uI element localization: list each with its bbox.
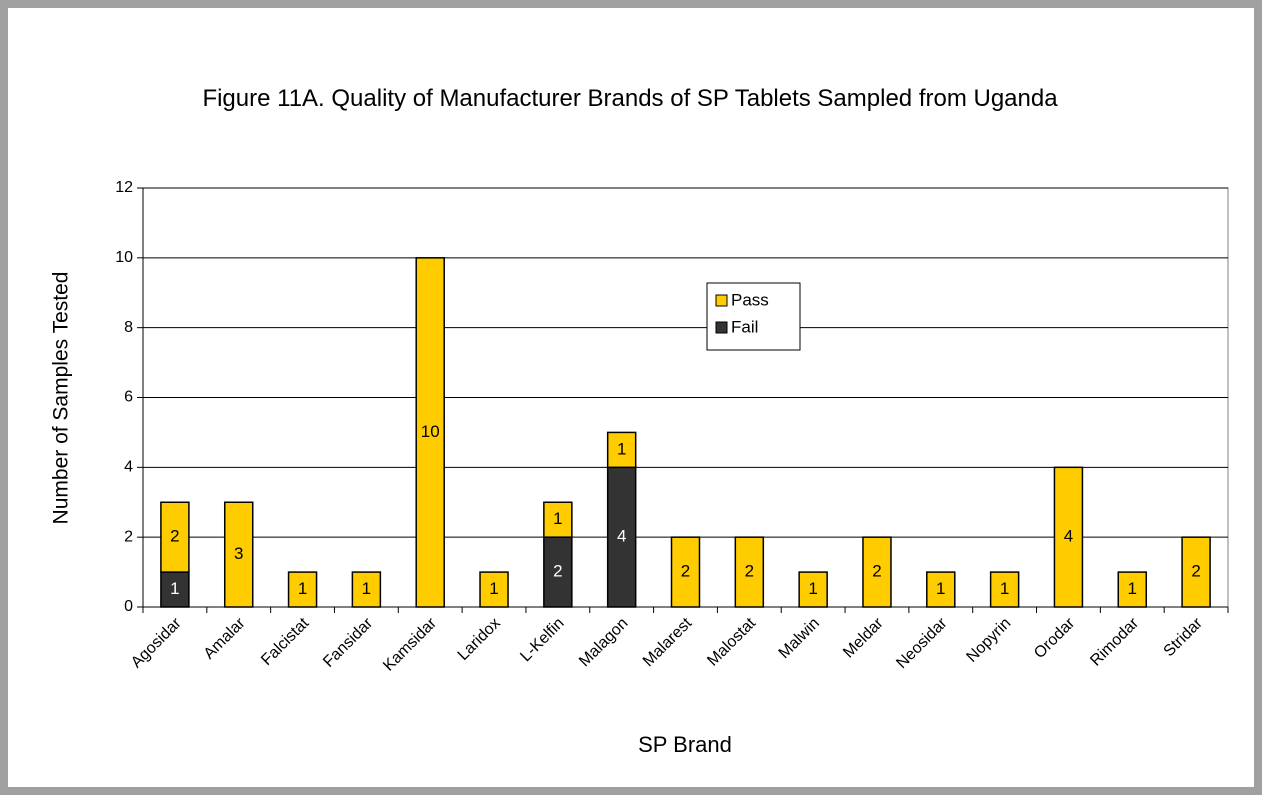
chart-title: Figure 11A. Quality of Manufacturer Bran…: [202, 85, 1058, 112]
legend-swatch: [715, 321, 728, 334]
x-tick-label: Falcistat: [258, 614, 313, 669]
bar-segment: [1053, 466, 1084, 608]
bar-segment: [862, 536, 892, 608]
bar-segment: [606, 431, 637, 469]
legend-label: Fail: [731, 317, 758, 336]
bar-segment: [415, 257, 445, 608]
x-tick-label: Orodar: [1031, 614, 1079, 662]
bar-segment: [734, 536, 765, 608]
data-label: 1: [553, 509, 562, 528]
bar-segment: [479, 571, 509, 608]
data-label: 4: [1064, 527, 1073, 546]
bar-segment: [926, 571, 956, 608]
data-label: 1: [170, 579, 179, 598]
legend-swatch: [715, 294, 728, 307]
data-label: 10: [421, 422, 440, 441]
x-tick-label: Meldar: [840, 614, 887, 661]
data-label: 1: [617, 439, 626, 458]
data-label: 1: [808, 579, 817, 598]
data-label: 1: [489, 579, 498, 598]
data-label: 1: [1128, 579, 1137, 598]
data-label: 1: [362, 579, 371, 598]
bar-segment: [287, 571, 318, 608]
y-tick-label: 6: [124, 389, 133, 406]
bar-segment: [989, 571, 1020, 608]
legend-box: [706, 282, 801, 351]
x-tick-label: Kamsidar: [380, 614, 440, 674]
x-tick-label: Stridar: [1161, 614, 1207, 660]
x-axis-label: SP Brand: [638, 732, 732, 757]
data-label: 2: [745, 562, 754, 581]
y-tick-label: 8: [124, 319, 133, 336]
bar-segment: [351, 571, 382, 608]
x-tick-label: Laridox: [455, 615, 504, 664]
x-tick-label: Neosidar: [893, 614, 951, 672]
data-label: 2: [1191, 562, 1200, 581]
x-tick-label: Rimodar: [1087, 614, 1142, 669]
bar-segment: [1117, 571, 1148, 608]
bar-segment: [543, 536, 573, 608]
y-tick-label: 12: [115, 179, 133, 196]
y-axis-label: Number of Samples Tested: [50, 272, 73, 525]
x-tick-label: Malwin: [776, 615, 823, 662]
y-tick-label: 10: [115, 249, 133, 266]
bar-segment: [670, 536, 701, 608]
x-tick-label: Malarest: [640, 614, 696, 670]
bar-segment: [1181, 536, 1211, 608]
data-label: 1: [298, 579, 307, 598]
x-tick-label: Amalar: [201, 614, 249, 662]
data-label: 2: [170, 527, 179, 546]
bar-segment: [798, 571, 828, 608]
legend-label: Pass: [731, 290, 769, 309]
x-tick-label: Nopyrin: [963, 615, 1014, 666]
data-label: 4: [617, 527, 626, 546]
x-tick-label: Agosidar: [128, 614, 185, 671]
bar-segment: [160, 501, 190, 573]
data-label: 2: [872, 562, 881, 581]
data-label: 1: [936, 579, 945, 598]
bar-segment: [543, 501, 573, 538]
x-tick-label: Malagon: [576, 615, 631, 670]
x-tick-label: L-Kelfin: [517, 615, 567, 665]
y-tick-label: 2: [124, 528, 133, 545]
y-tick-label: 0: [124, 598, 133, 615]
data-label: 1: [1000, 579, 1009, 598]
x-tick-label: Malostat: [704, 614, 759, 669]
data-label: 2: [553, 562, 562, 581]
x-tick-label: Fansidar: [320, 614, 377, 671]
bar-segment: [223, 501, 254, 608]
data-label: 3: [234, 544, 243, 563]
data-label: 2: [681, 562, 690, 581]
y-tick-label: 4: [124, 459, 133, 476]
